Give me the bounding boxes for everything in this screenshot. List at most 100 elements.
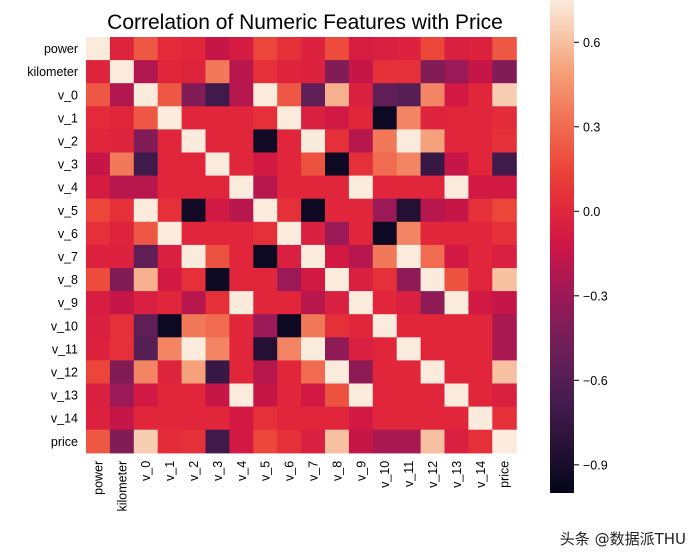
y-tick-label: v_9	[58, 296, 78, 310]
x-tick-label: v_13	[450, 461, 464, 488]
heatmap-cell-v_5-power	[86, 198, 111, 223]
heatmap-cell-kilometer-power	[86, 60, 111, 84]
chart-title: Correlation of Numeric Features with Pri…	[107, 11, 503, 34]
heatmap-cell-v_11-v_9	[348, 337, 374, 361]
heatmap-cell-v_6-v_11	[396, 221, 422, 246]
heatmap-cell-v_1-v_7	[301, 106, 326, 130]
heatmap-cell-v_7-v_7	[301, 244, 326, 269]
heatmap-cell-v_12-v_1	[157, 360, 183, 385]
heatmap-cell-kilometer-price	[492, 60, 517, 84]
heatmap-cell-v_3-v_3	[205, 152, 230, 177]
heatmap-cell-v_4-v_6	[277, 175, 302, 200]
heatmap-cell-v_2-v_7	[301, 129, 326, 154]
heatmap-cell-power-v_12	[420, 37, 446, 61]
heatmap-cell-v_1-v_4	[229, 106, 254, 130]
heatmap-cell-price-v_6	[277, 429, 302, 454]
heatmap-cell-v_11-v_0	[133, 337, 159, 361]
heatmap-cell-v_13-v_13	[444, 383, 469, 408]
heatmap-cell-v_12-power	[86, 360, 111, 385]
heatmap-cell-v_8-v_13	[444, 268, 469, 292]
heatmap-cell-price-v_2	[181, 429, 207, 454]
heatmap-cell-v_10-v_8	[325, 314, 350, 338]
heatmap-cell-v_9-v_4	[229, 291, 254, 315]
heatmap-cell-v_10-v_0	[133, 314, 159, 338]
heatmap-cell-v_0-v_3	[205, 83, 230, 107]
heatmap-cell-v_6-v_14	[468, 221, 493, 246]
heatmap-cell-v_0-v_6	[277, 83, 302, 107]
heatmap-cell-v_3-v_1	[157, 152, 183, 177]
heatmap-cell-v_0-price	[492, 83, 517, 107]
heatmap-cell-v_10-v_1	[157, 314, 183, 338]
heatmap-cell-v_0-v_14	[468, 83, 493, 107]
heatmap-cell-v_6-v_1	[157, 221, 183, 246]
heatmap-cell-v_4-v_5	[253, 175, 278, 200]
heatmap-cell-v_14-v_2	[181, 406, 207, 431]
heatmap-cell-v_6-v_8	[325, 221, 350, 246]
heatmap-cell-v_10-v_6	[277, 314, 302, 338]
heatmap-cell-v_2-v_10	[372, 129, 398, 154]
x-axis-labels: power kilometer v_0 v_1 v_2 v_3 v_4 v_5 v_6 v_7 v_…	[91, 461, 511, 512]
heatmap-cell-v_3-v_14	[468, 152, 493, 177]
heatmap-cell-v_4-v_0	[133, 175, 159, 200]
heatmap-cell-v_3-v_5	[253, 152, 278, 177]
heatmap-cell-v_12-v_6	[277, 360, 302, 385]
heatmap-cell-v_2-v_3	[205, 129, 230, 154]
y-tick-label: power	[44, 42, 78, 56]
heatmap-cell-price-v_8	[325, 429, 350, 454]
heatmap-cell-kilometer-v_3	[205, 60, 230, 84]
heatmap-cell-price-v_11	[396, 429, 422, 454]
y-tick-label: v_0	[58, 88, 78, 102]
heatmap-cell-kilometer-v_9	[348, 60, 374, 84]
heatmap-cell-v_10-v_9	[348, 314, 374, 338]
heatmap-cell-v_4-v_13	[444, 175, 469, 200]
heatmap-cell-v_10-v_4	[229, 314, 254, 338]
heatmap-cell-v_5-v_2	[181, 198, 207, 223]
heatmap-cell-v_13-v_14	[468, 383, 493, 408]
heatmap-cell-v_10-v_10	[372, 314, 398, 338]
heatmap-cell-v_10-v_3	[205, 314, 230, 338]
heatmap-cell-v_9-v_14	[468, 291, 493, 315]
heatmap-cell-v_4-v_2	[181, 175, 207, 200]
heatmap-cell-kilometer-v_5	[253, 60, 278, 84]
heatmap-cell-v_1-v_0	[133, 106, 159, 130]
heatmap-cell-v_8-v_0	[133, 268, 159, 292]
heatmap-cell-v_10-v_14	[468, 314, 493, 338]
heatmap-cell-v_0-v_5	[253, 83, 278, 107]
heatmap-cell-v_14-v_10	[372, 406, 398, 431]
x-tick-label: v_12	[426, 461, 440, 488]
heatmap-cell-v_12-v_11	[396, 360, 422, 385]
heatmap-cell-v_0-v_2	[181, 83, 207, 107]
heatmap-cell-v_2-v_0	[133, 129, 159, 154]
heatmap-cell-v_12-v_9	[348, 360, 374, 385]
y-tick-label: v_10	[51, 319, 78, 333]
heatmap-cell-v_2-v_4	[229, 129, 254, 154]
heatmap-cell-v_7-v_11	[396, 244, 422, 269]
heatmap-cell-v_9-power	[86, 291, 111, 315]
heatmap-cell-v_7-v_0	[133, 244, 159, 269]
heatmap-cell-v_7-v_2	[181, 244, 207, 269]
heatmap-cell-v_5-v_7	[301, 198, 326, 223]
heatmap-cell-v_12-v_7	[301, 360, 326, 385]
heatmap-cell-v_4-v_7	[301, 175, 326, 200]
heatmap-cell-price-v_1	[157, 429, 183, 454]
heatmap-cell-v_9-v_13	[444, 291, 469, 315]
heatmap-cell-v_4-v_10	[372, 175, 398, 200]
heatmap-cell-v_12-kilometer	[109, 360, 135, 385]
y-tick-label: kilometer	[27, 65, 78, 79]
heatmap-cell-kilometer-v_14	[468, 60, 493, 84]
heatmap-cell-price-kilometer	[109, 429, 135, 454]
x-tick-label: v_9	[354, 461, 368, 481]
heatmap-cell-v_7-v_13	[444, 244, 469, 269]
heatmap-cell-power-v_5	[253, 37, 278, 61]
heatmap-cell-v_6-v_6	[277, 221, 302, 246]
heatmap-cell-v_14-v_11	[396, 406, 422, 431]
heatmap-cell-v_5-v_12	[420, 198, 446, 223]
y-tick-label: v_6	[58, 227, 78, 241]
heatmap-cell-v_6-v_3	[205, 221, 230, 246]
y-tick-label: v_4	[58, 181, 78, 195]
heatmap-cell-power-v_13	[444, 37, 469, 61]
y-tick-label: v_7	[58, 250, 78, 264]
heatmap-cell-v_8-v_14	[468, 268, 493, 292]
colorbar-tick-label: 0.0	[583, 205, 600, 219]
